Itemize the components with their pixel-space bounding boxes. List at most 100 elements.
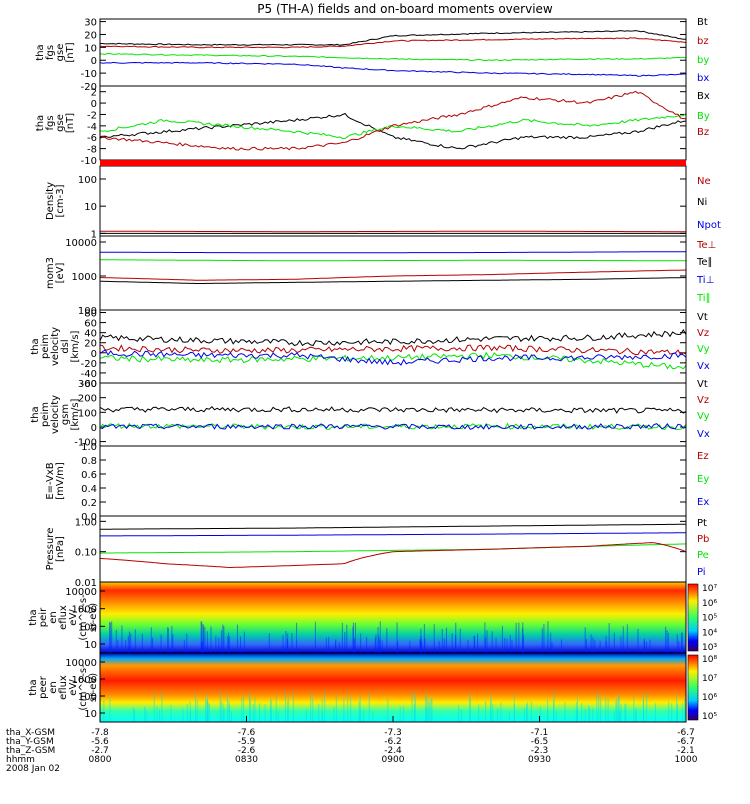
x-tick-label: -5.6 — [91, 737, 109, 747]
y-tick-label: 10 — [84, 640, 97, 651]
y-tick-label: 20 — [84, 339, 97, 350]
y-tick-label: 30 — [84, 18, 97, 29]
x-tick-label: -5.9 — [238, 737, 256, 747]
series-line-Vt — [99, 328, 687, 347]
colorbar-tick-label: 10⁵ — [702, 614, 717, 624]
legend-entry-Vt: Vt — [697, 312, 708, 323]
y-tick-label: -8 — [87, 145, 97, 156]
y-axis-label: en — [48, 681, 59, 694]
colorbar-tick-label: 10⁶ — [702, 599, 717, 609]
y-tick-label: 80 — [84, 309, 97, 320]
panel-density: 100 10 1 Density [cm-3] Ne Ni Npot — [45, 165, 721, 240]
series-line-Ti∥ — [100, 259, 686, 262]
y-tick-label: 0 — [91, 349, 97, 360]
colorbar-tick-label: 10⁴ — [702, 628, 717, 638]
legend-entry-Ey: Ey — [697, 474, 709, 485]
panel-frame — [99, 445, 687, 517]
y-tick-label: 0.8 — [81, 456, 97, 467]
colorbar-tick-label: 10⁷ — [702, 674, 717, 684]
y-axis-label: [eV] — [55, 263, 66, 284]
y-axis-label: gse — [55, 44, 66, 62]
legend-entry-bz: bz — [697, 36, 709, 47]
x-tick-label: -2.6 — [238, 746, 256, 756]
panel-fgs_gse_zoom: 20-2-4-6-8-10 tha fgs gse [nT] Bx By Bz — [35, 85, 710, 167]
y-tick-label: 0.0 — [81, 512, 97, 523]
spectrogram-image — [100, 653, 686, 722]
x-tick-label: 0900 — [382, 755, 405, 765]
series-line-Pi — [100, 532, 686, 537]
legend-entry-Pe: Pe — [697, 550, 709, 561]
panel-frame — [99, 309, 687, 384]
y-axis-label: [nT] — [65, 42, 76, 62]
panel-frame — [99, 85, 687, 161]
y-axis-label: [cm-3] — [55, 184, 66, 217]
y-tick-label: 0.4 — [81, 484, 97, 495]
y-tick-label: 1000 — [72, 272, 97, 283]
y-tick-label: -60 — [81, 379, 97, 390]
y-tick-label: 0 — [91, 99, 97, 110]
series-line-Bt — [100, 30, 686, 46]
y-axis-label: tha — [30, 338, 41, 354]
x-tick-label: -7.8 — [91, 728, 109, 738]
y-axis-label: [km/s] — [70, 398, 81, 430]
y-tick-label: -2 — [87, 110, 97, 121]
series-line-Pt — [100, 523, 686, 530]
date-label: 2008 Jan 02 — [6, 764, 60, 774]
x-axis-labels: tha_X-GSM -7.8 -7.6 -7.3 -7.1 -6.7 tha_Y-GSM -5… — [6, 716, 698, 774]
x-tick-label: -2.3 — [531, 746, 549, 756]
panel-electron_spectrogram: 10⁸ 10⁷ 10⁶ 10⁵ 10000 1000 100 10 tha peer en eflux… — [28, 652, 717, 723]
y-tick-label: -100 — [74, 438, 97, 449]
y-tick-label: 1.00 — [75, 517, 97, 528]
legend-entry-bx: bx — [697, 73, 709, 84]
y-axis-label: [km/s] — [70, 330, 81, 362]
y-axis-label: eV/ — [68, 609, 79, 626]
legend-entry-Vx: Vx — [697, 429, 710, 440]
panel-ion_spectrogram: 10⁷ 10⁶ 10⁵ 10⁴ 10³ 10000 1000 100 10 tha peir en ef… — [28, 581, 717, 654]
panel-temperature: 10000 1000 100 mom3 [eV] Te⊥ Te∥ Ti⊥ Ti∥ — [45, 235, 716, 317]
y-tick-label: -20 — [81, 82, 97, 93]
panel-pressure: 1.00 0.10 0.01 Pressure [nPa] Pt Pb Pe Pi — [45, 515, 709, 589]
y-tick-label: 10000 — [65, 238, 97, 249]
legend-entry-Ez: Ez — [697, 451, 709, 462]
y-axis-label: peer — [38, 675, 49, 699]
series-line-Te⊥ — [100, 269, 687, 281]
y-tick-label: 10 — [84, 709, 97, 720]
colorbar — [687, 583, 699, 652]
y-axis-label: Density — [45, 182, 56, 220]
y-axis-label: Pressure — [45, 528, 56, 571]
chart-title: P5 (TH-A) fields and on-board moments ov… — [257, 2, 553, 16]
y-axis-label: eflux — [58, 675, 69, 700]
y-tick-label: 0.10 — [75, 548, 97, 559]
y-axis-label: (cm^2-s- — [78, 594, 89, 641]
x-tick-label: -2.7 — [91, 746, 109, 756]
x-axis-row-label: tha_X-GSM — [6, 728, 55, 738]
legend-entry-Pi: Pi — [697, 567, 706, 578]
y-axis-label: velocity — [50, 395, 61, 434]
y-axis-label: sr-eV) — [88, 603, 99, 632]
y-axis-label: [mV/m] — [55, 462, 66, 500]
x-tick-label: -2.1 — [677, 746, 695, 756]
series-line-Bx — [99, 112, 687, 150]
series-line-Vx — [99, 349, 687, 366]
y-tick-label: 100 — [78, 622, 97, 633]
panel-frame — [99, 18, 687, 87]
colorbar-tick-label: 10⁷ — [702, 584, 717, 594]
y-axis-label: fgs — [45, 115, 56, 130]
y-axis-label: E=-VxB — [45, 462, 56, 499]
y-tick-label: -10 — [81, 69, 97, 80]
x-tick-label: -7.3 — [384, 728, 402, 738]
series-line-by — [99, 52, 687, 62]
legend-entry-Vx: Vx — [697, 361, 710, 372]
y-axis-label: [nPa] — [55, 536, 66, 562]
x-tick-label: 0930 — [528, 755, 551, 765]
colorbar-tick-label: 10⁵ — [702, 712, 717, 722]
x-tick-label: -7.1 — [531, 728, 549, 738]
legend-entry-by: by — [697, 55, 709, 66]
x-tick-label: 1000 — [675, 755, 698, 765]
legend-entry-Te⊥: Te⊥ — [696, 240, 716, 251]
legend-entry-Pt: Pt — [697, 518, 707, 529]
x-tick-label: -6.7 — [677, 737, 695, 747]
